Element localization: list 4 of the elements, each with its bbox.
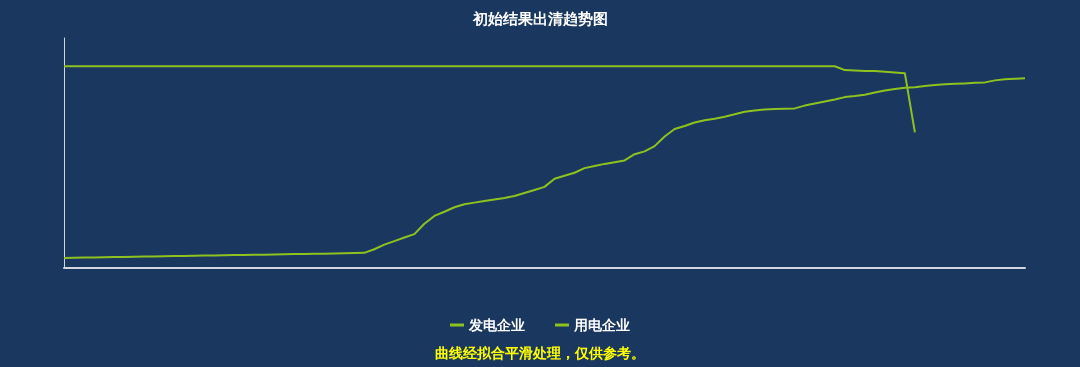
text: 曲线经拟合平滑处理，仅供参考。 [435, 345, 645, 361]
legend-label: 用电企业 [573, 317, 630, 333]
legend-label: 发电企业 [468, 317, 525, 333]
chart-title: 初始结果出清趋势图 [471, 9, 608, 28]
